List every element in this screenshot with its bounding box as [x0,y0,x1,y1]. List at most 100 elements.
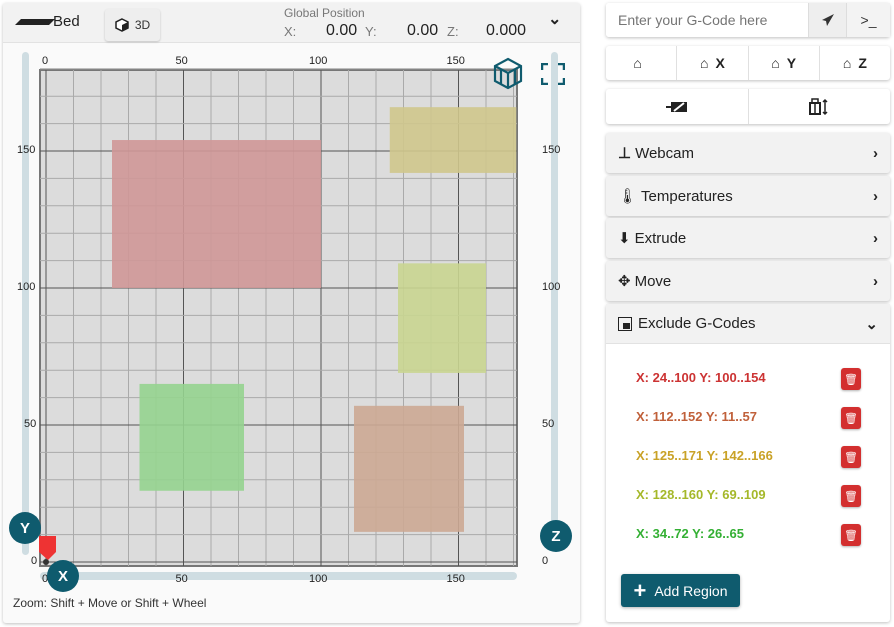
chevron-right-icon: › [873,272,878,290]
motors-off-button[interactable] [606,89,748,124]
trash-icon: 🗑 [844,490,858,503]
gcode-input[interactable] [606,3,808,37]
exclude-region-item: X: 125..171 Y: 142..166 [636,448,773,463]
x-slider[interactable] [40,572,517,580]
x-tick-bottom: 0 [42,573,49,585]
bed-title: Bed [53,13,80,30]
chevron-right-icon: › [873,187,878,205]
home-y-axis-button[interactable]: Y [9,512,41,544]
view-3d-label: 3D [134,18,151,32]
chevron-right-icon: › [873,229,878,247]
y-tick-left: 100 [17,281,36,293]
section-move[interactable]: ✥ Move › [606,261,890,301]
home-icon: ⌂ [771,55,780,71]
trash-icon: 🗑 [844,412,858,425]
z-tick-right: 50 [542,418,555,430]
y-value: 0.00 [407,22,439,39]
section-label: Extrude [634,229,687,247]
delete-region-button[interactable]: 🗑 [841,368,861,390]
home-all-button[interactable]: ⌂ [606,46,676,80]
section-label: Exclude G-Codes [638,315,756,332]
motor-row [606,89,890,124]
x-tick-bottom: 100 [309,573,328,585]
y-tick-left: 150 [17,144,36,156]
z-tick-right: 100 [542,281,561,293]
x-label: X: [284,24,297,39]
z-tick-right: 0 [542,555,549,567]
section-temperatures[interactable]: 🌡 Temperatures › [606,176,890,216]
delete-region-button[interactable]: 🗑 [841,485,861,507]
section-label: Move [634,272,672,290]
add-region-button[interactable]: + Add Region [621,574,740,607]
section-exclude-gcodes[interactable]: Exclude G-Codes ⌄ [606,304,890,344]
bed-header: Bed 3D Global Position X: 0.00 Y: 0.00 Z… [3,3,580,43]
filament-spool-icon [809,97,828,115]
exclude-region-rect [139,383,244,491]
exclude-region-rect [389,107,517,173]
z-tick-right: 150 [542,144,561,156]
paper-plane-icon [821,14,834,26]
collapse-chevron-icon[interactable]: ⌄ [548,11,562,28]
cube-icon [115,18,129,32]
exclude-region-rect [354,405,464,532]
thermometer-icon: 🌡 [618,188,638,205]
x-tick-top: 100 [309,55,328,67]
home-x-button[interactable]: ⌂ X [676,46,747,80]
bed-grid[interactable] [0,0,580,600]
x-tick-top: 0 [42,55,49,67]
home-y-button[interactable]: ⌂ Y [747,46,819,80]
chevron-right-icon: › [873,144,878,162]
terminal-button[interactable]: >_ [846,3,890,37]
delete-region-button[interactable]: 🗑 [841,524,861,546]
section-webcam[interactable]: ⊥ Webcam › [606,133,890,173]
home-y-label: Y [786,55,797,71]
z-label: Z: [447,24,459,39]
exclude-region-item: X: 34..72 Y: 26..65 [636,526,744,541]
exclude-region-item: X: 128..160 Y: 69..109 [636,487,766,502]
webcam-icon: ⊥ [618,145,632,162]
send-gcode-button[interactable] [808,3,846,37]
section-extrude[interactable]: ⬇ Extrude › [606,218,890,258]
home-icon: ⌂ [842,55,852,71]
view-3d-button[interactable]: 3D [105,9,160,41]
home-icon: ⌂ [633,55,642,71]
x-value: 0.00 [326,22,358,39]
nozzle-icon [39,536,56,560]
trash-icon: 🗑 [844,373,858,386]
x-tick-bottom: 50 [175,573,188,585]
exclude-icon [618,316,632,331]
exclude-region-item: X: 112..152 Y: 11..57 [636,409,757,424]
filament-change-button[interactable] [747,89,891,124]
home-z-axis-button[interactable]: Z [540,520,572,552]
nozzle-position-dot [43,559,49,565]
view-cube-icon[interactable] [492,57,524,91]
x-tick-top: 150 [446,55,465,67]
x-tick-bottom: 150 [446,573,465,585]
home-x-label: X [715,55,725,71]
z-slider[interactable] [551,52,558,532]
fullscreen-icon[interactable] [541,63,565,85]
home-icon: ⌂ [699,55,709,71]
exclude-region-rect [398,263,486,373]
x-tick-top: 50 [175,55,188,67]
move-arrows-icon: ✥ [618,273,631,290]
section-label: Webcam [635,144,694,162]
home-buttons-row: ⌂ ⌂ X ⌂ Y ⌂ Z [606,46,890,80]
trash-icon: 🗑 [844,451,858,464]
gcode-input-row: >_ [606,3,890,37]
exclude-region-rect [112,140,321,288]
section-label: Temperatures [641,187,733,205]
home-z-label: Z [858,55,867,71]
y-tick-left: 0 [31,555,38,567]
home-x-axis-button[interactable]: X [47,560,79,592]
delete-region-button[interactable]: 🗑 [841,407,861,429]
trash-icon: 🗑 [844,529,858,542]
plus-icon: + [633,577,647,603]
add-region-label: Add Region [654,582,728,599]
extrude-icon: ⬇ [618,230,631,247]
y-label: Y: [365,24,377,39]
home-z-button[interactable]: ⌂ Z [818,46,890,80]
exclude-region-item: X: 24..100 Y: 100..154 [636,370,766,385]
y-slider[interactable] [22,52,29,555]
delete-region-button[interactable]: 🗑 [841,446,861,468]
